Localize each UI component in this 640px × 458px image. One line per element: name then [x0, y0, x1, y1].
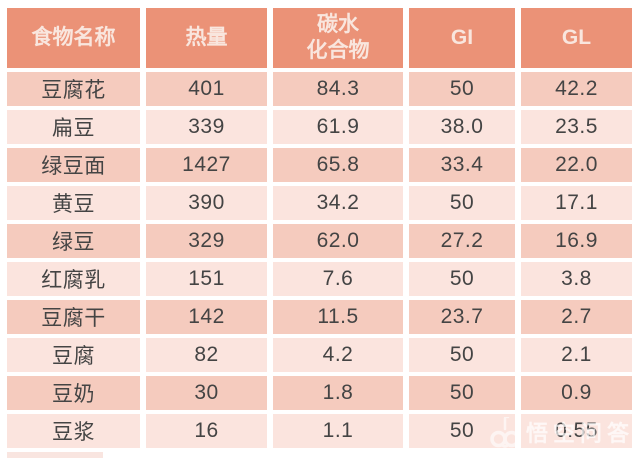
cell-carbs: 61.9 — [273, 110, 403, 144]
header-calories: 热量 — [146, 8, 267, 68]
cell-gi: 23.7 — [409, 300, 515, 334]
cell-calories: 151 — [146, 262, 267, 296]
header-food-name: 食物名称 — [7, 8, 140, 68]
cell-gi: 50 — [409, 72, 515, 106]
cell-gi: 50 — [409, 262, 515, 296]
cell-calories: 339 — [146, 110, 267, 144]
bottom-edge-remnant — [7, 452, 103, 458]
cell-food-name: 绿豆面 — [7, 148, 140, 182]
cell-gl: 0.9 — [521, 376, 632, 410]
cell-gl: 2.1 — [521, 338, 632, 372]
header-gl: GL — [521, 8, 632, 68]
header-row: 食物名称 热量 碳水 化合物 GI GL — [7, 8, 632, 68]
cell-gl: 42.2 — [521, 72, 632, 106]
cell-calories: 16 — [146, 414, 267, 448]
table-row: 豆浆 16 1.1 50 0.55 — [7, 414, 632, 448]
cell-calories: 30 — [146, 376, 267, 410]
header-carbohydrate: 碳水 化合物 — [273, 8, 403, 68]
cell-food-name: 豆腐干 — [7, 300, 140, 334]
cell-food-name: 红腐乳 — [7, 262, 140, 296]
table-row: 绿豆面 1427 65.8 33.4 22.0 — [7, 148, 632, 182]
table-row: 豆腐干 142 11.5 23.7 2.7 — [7, 300, 632, 334]
table-row: 豆腐花 401 84.3 50 42.2 — [7, 72, 632, 106]
cell-gl: 0.55 — [521, 414, 632, 448]
cell-gi: 50 — [409, 338, 515, 372]
cell-gi: 50 — [409, 376, 515, 410]
cell-gi: 33.4 — [409, 148, 515, 182]
cell-gi: 50 — [409, 186, 515, 220]
table-row: 豆腐 82 4.2 50 2.1 — [7, 338, 632, 372]
cell-carbs: 34.2 — [273, 186, 403, 220]
cell-calories: 329 — [146, 224, 267, 258]
cell-gl: 2.7 — [521, 300, 632, 334]
cell-gi: 38.0 — [409, 110, 515, 144]
food-nutrition-table: 食物名称 热量 碳水 化合物 GI GL 豆腐花 401 84.3 50 42.… — [1, 4, 638, 452]
table-row: 豆奶 30 1.8 50 0.9 — [7, 376, 632, 410]
cell-calories: 1427 — [146, 148, 267, 182]
cell-carbs: 65.8 — [273, 148, 403, 182]
cell-gi: 50 — [409, 414, 515, 448]
cell-food-name: 豆奶 — [7, 376, 140, 410]
cell-gl: 17.1 — [521, 186, 632, 220]
table-row: 红腐乳 151 7.6 50 3.8 — [7, 262, 632, 296]
table-row: 黄豆 390 34.2 50 17.1 — [7, 186, 632, 220]
cell-calories: 401 — [146, 72, 267, 106]
cell-food-name: 黄豆 — [7, 186, 140, 220]
cell-carbs: 84.3 — [273, 72, 403, 106]
cell-food-name: 绿豆 — [7, 224, 140, 258]
cell-gl: 16.9 — [521, 224, 632, 258]
cell-gl: 3.8 — [521, 262, 632, 296]
cell-gl: 22.0 — [521, 148, 632, 182]
cell-food-name: 扁豆 — [7, 110, 140, 144]
cell-food-name: 豆腐花 — [7, 72, 140, 106]
cell-food-name: 豆浆 — [7, 414, 140, 448]
cell-calories: 142 — [146, 300, 267, 334]
cell-carbs: 1.1 — [273, 414, 403, 448]
cell-calories: 390 — [146, 186, 267, 220]
table-row: 扁豆 339 61.9 38.0 23.5 — [7, 110, 632, 144]
cell-food-name: 豆腐 — [7, 338, 140, 372]
header-gi: GI — [409, 8, 515, 68]
cell-carbs: 1.8 — [273, 376, 403, 410]
cell-gi: 27.2 — [409, 224, 515, 258]
table-row: 绿豆 329 62.0 27.2 16.9 — [7, 224, 632, 258]
cell-carbs: 11.5 — [273, 300, 403, 334]
cell-carbs: 7.6 — [273, 262, 403, 296]
cell-carbs: 4.2 — [273, 338, 403, 372]
cell-calories: 82 — [146, 338, 267, 372]
cell-gl: 23.5 — [521, 110, 632, 144]
cell-carbs: 62.0 — [273, 224, 403, 258]
